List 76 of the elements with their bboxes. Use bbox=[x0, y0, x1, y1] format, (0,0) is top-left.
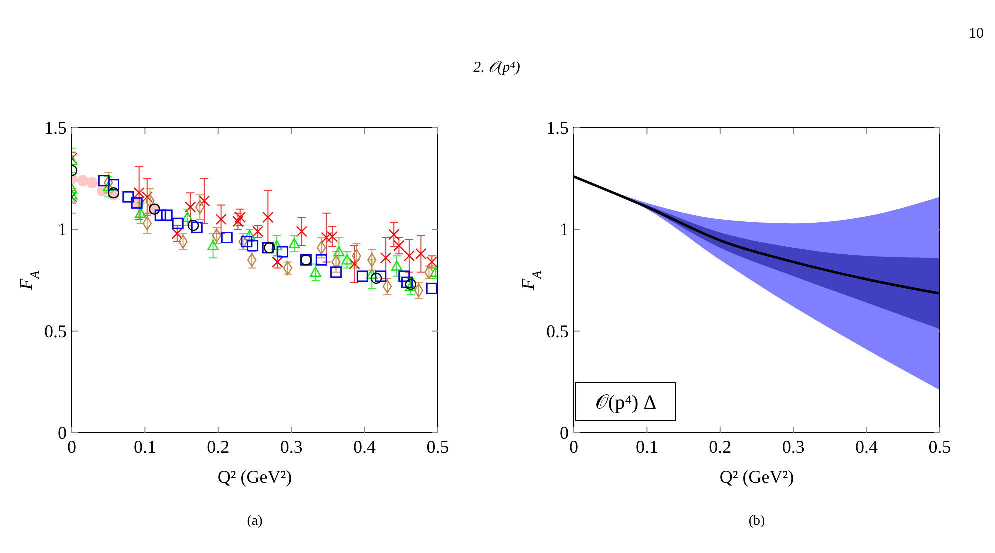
x-tick-label: 0.2 bbox=[709, 437, 732, 457]
point bbox=[321, 232, 332, 244]
point bbox=[247, 240, 259, 252]
x-tick-label: 0.1 bbox=[134, 437, 156, 457]
point bbox=[161, 210, 173, 222]
point bbox=[208, 240, 219, 251]
point bbox=[394, 240, 405, 252]
point bbox=[184, 202, 196, 213]
point bbox=[375, 270, 387, 282]
point bbox=[142, 192, 153, 203]
point bbox=[380, 252, 392, 264]
point bbox=[172, 228, 184, 240]
point bbox=[188, 220, 200, 232]
y-tick-label: 0.5 bbox=[44, 321, 67, 342]
point bbox=[103, 181, 114, 192]
point bbox=[182, 212, 194, 222]
point bbox=[398, 270, 410, 282]
x-tick-label: 0.3 bbox=[782, 437, 805, 457]
y-tick-label: 1.5 bbox=[44, 118, 67, 138]
point bbox=[326, 231, 338, 242]
x-tick-label: 0.4 bbox=[856, 437, 878, 457]
point bbox=[342, 254, 353, 265]
x-tick-label: 0.1 bbox=[636, 437, 658, 457]
point bbox=[405, 281, 417, 292]
point bbox=[334, 246, 345, 257]
point bbox=[288, 238, 300, 248]
point bbox=[366, 268, 378, 279]
point bbox=[86, 177, 98, 188]
x-axis-title: Q² (GeV²) bbox=[218, 467, 292, 487]
point bbox=[348, 258, 360, 270]
text: 10 bbox=[969, 26, 984, 42]
y-tick-label: 1 bbox=[58, 220, 67, 240]
point bbox=[388, 229, 400, 240]
y-tick-label: 1 bbox=[560, 220, 569, 240]
point bbox=[134, 187, 145, 199]
point bbox=[122, 191, 134, 203]
point bbox=[108, 179, 120, 191]
point bbox=[296, 226, 308, 238]
x-tick-label: 0.3 bbox=[280, 437, 303, 457]
y-tick-label: 0 bbox=[560, 423, 569, 443]
x-tick-label: 0.2 bbox=[207, 437, 230, 457]
point bbox=[191, 222, 203, 234]
x-tick-label: 0.5 bbox=[928, 437, 952, 457]
point bbox=[232, 216, 244, 228]
y-tick-label: 1.5 bbox=[546, 118, 569, 138]
point bbox=[172, 218, 184, 230]
point bbox=[271, 240, 283, 251]
point bbox=[98, 175, 110, 187]
point bbox=[77, 175, 89, 186]
point bbox=[426, 282, 438, 294]
point bbox=[221, 232, 233, 244]
point bbox=[402, 276, 413, 288]
x-tick-label: 0.4 bbox=[354, 437, 376, 457]
point bbox=[135, 208, 146, 218]
point bbox=[241, 236, 253, 248]
point bbox=[316, 254, 328, 266]
point bbox=[216, 214, 227, 226]
x-axis-title: Q² (GeV²) bbox=[720, 467, 794, 487]
point bbox=[356, 270, 368, 282]
point bbox=[370, 272, 382, 284]
point bbox=[330, 266, 342, 278]
point bbox=[262, 212, 274, 224]
point bbox=[234, 212, 246, 224]
x-tick-label: 0.5 bbox=[426, 437, 450, 457]
text: 2. 𝒪(p⁴) bbox=[474, 60, 520, 76]
annotation: 𝒪(p⁴) Δ bbox=[595, 392, 657, 414]
point bbox=[154, 210, 166, 222]
text: (b) bbox=[748, 514, 766, 529]
point bbox=[310, 266, 322, 277]
text: (a) bbox=[247, 514, 264, 529]
point bbox=[198, 196, 210, 207]
point bbox=[108, 187, 120, 199]
y-tick-label: 0 bbox=[58, 423, 67, 443]
point bbox=[277, 246, 289, 258]
y-tick-label: 0.5 bbox=[546, 321, 569, 342]
point bbox=[391, 260, 403, 271]
